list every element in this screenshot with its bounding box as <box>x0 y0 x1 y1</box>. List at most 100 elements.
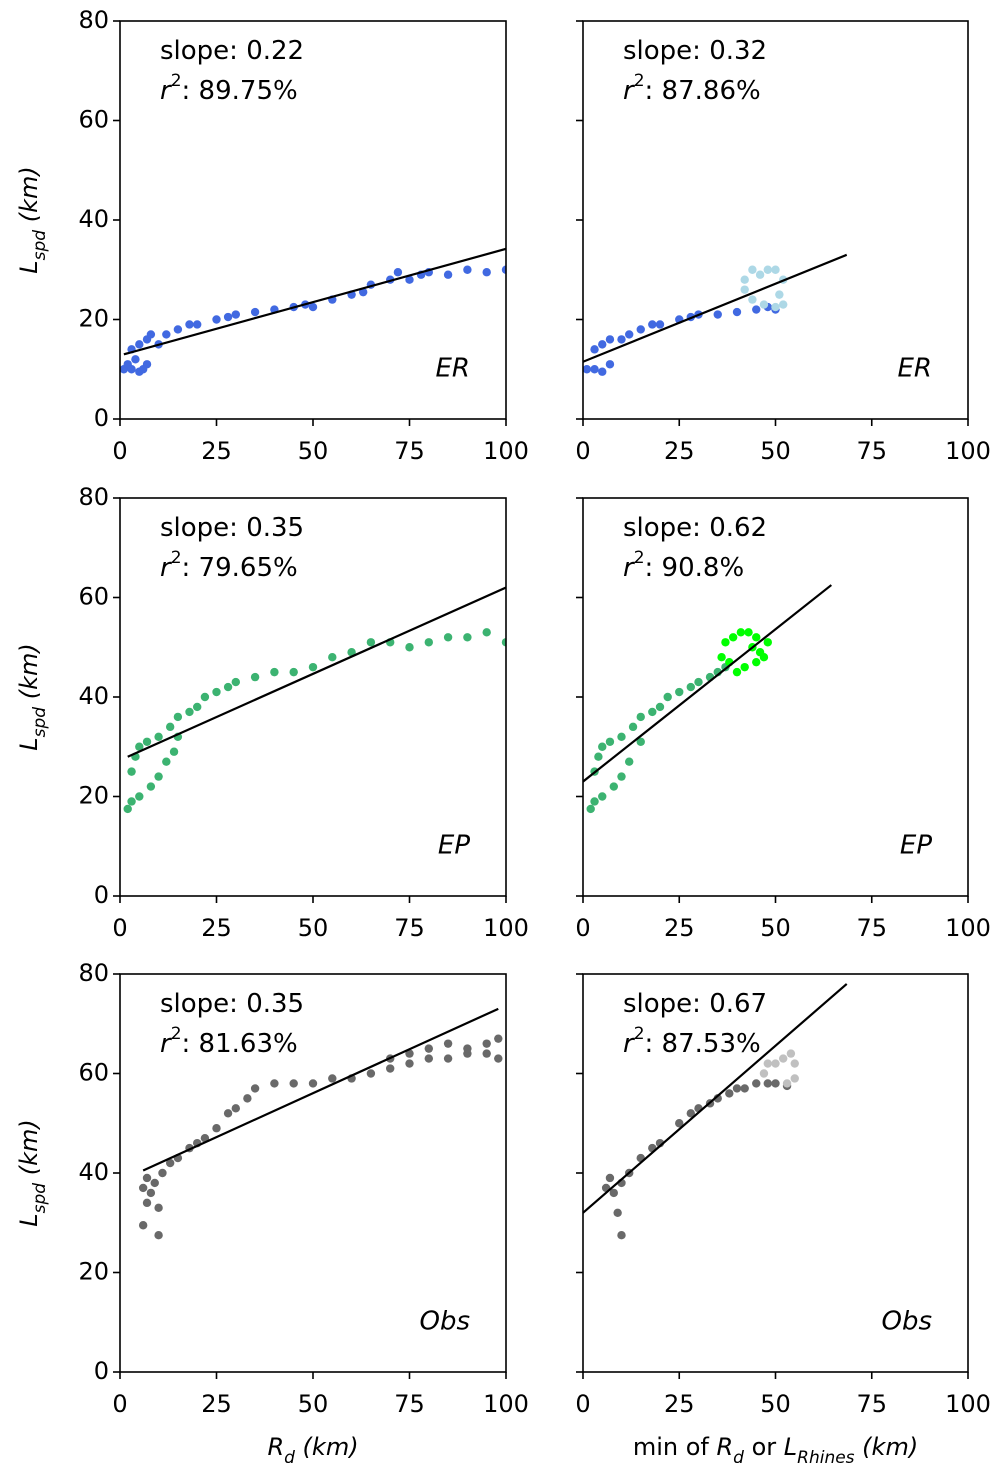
data-point <box>154 732 163 741</box>
data-point <box>127 365 136 374</box>
data-point <box>289 1079 298 1088</box>
y-tick-label: 60 <box>78 1059 109 1087</box>
data-point <box>154 1203 163 1213</box>
data-point <box>443 1054 453 1063</box>
data-point <box>598 367 607 376</box>
data-point <box>628 722 638 732</box>
data-point <box>763 638 772 647</box>
data-point <box>655 320 665 329</box>
data-point <box>308 1079 318 1088</box>
data-point <box>386 1064 395 1073</box>
data-point <box>771 1079 780 1088</box>
data-point <box>142 360 152 369</box>
text-part: r <box>160 1029 173 1059</box>
data-point <box>443 633 453 642</box>
x-tick-label: 75 <box>394 914 425 942</box>
data-point <box>617 335 626 344</box>
y-tick-label: 40 <box>78 205 109 233</box>
text-part: spd <box>30 707 50 738</box>
data-point <box>590 365 599 374</box>
data-point <box>482 1039 491 1048</box>
data-point <box>127 767 136 776</box>
text-part: 2 <box>634 71 645 91</box>
data-point <box>617 732 626 741</box>
data-point <box>142 737 152 746</box>
data-point <box>713 310 722 319</box>
y-tick-label: 0 <box>94 881 109 909</box>
y-tick-label: 20 <box>78 1258 109 1286</box>
data-point <box>590 345 599 354</box>
text-part: 2 <box>634 548 645 568</box>
x-tick-label: 100 <box>945 914 991 942</box>
data-point <box>494 1034 503 1043</box>
annotation: slope: 0.32 <box>623 36 767 66</box>
data-point <box>736 628 746 637</box>
annotation: slope: 0.67 <box>623 989 767 1019</box>
data-point <box>138 1221 148 1230</box>
annotation: r2: 90.8% <box>623 548 744 583</box>
x-tick-label: 75 <box>856 914 887 942</box>
text-part: spd <box>30 230 50 261</box>
plot-area <box>138 1007 503 1240</box>
x-tick-label: 25 <box>201 437 232 465</box>
data-point <box>173 712 183 722</box>
data-point <box>123 804 132 814</box>
fit-line <box>583 584 833 783</box>
data-point <box>405 1059 414 1068</box>
y-tick-label: 60 <box>78 106 109 134</box>
text-part: : 79.65% <box>182 553 298 583</box>
x-tick-label: 50 <box>298 914 329 942</box>
y-axis-label: Lspd (km) <box>15 166 50 273</box>
x-axis-label: Rd (km) <box>267 1433 358 1468</box>
data-point <box>347 648 356 657</box>
x-tick-label: 75 <box>856 1390 887 1418</box>
panel-label: EP <box>438 831 470 861</box>
data-point <box>289 667 298 677</box>
data-point <box>162 330 171 339</box>
data-point <box>443 1039 453 1048</box>
data-point <box>366 638 376 647</box>
data-point <box>782 1079 792 1088</box>
data-point <box>154 1230 163 1240</box>
text-part: d <box>284 1448 295 1468</box>
text-part: r <box>623 76 636 106</box>
data-point <box>732 307 742 317</box>
y-tick-label: 80 <box>78 6 109 34</box>
x-tick-label: 0 <box>575 437 590 465</box>
y-tick-label: 20 <box>78 305 109 333</box>
data-point <box>223 1109 233 1118</box>
data-point <box>270 1079 279 1088</box>
data-point <box>755 270 765 279</box>
data-point <box>270 667 279 677</box>
text-part: L <box>15 737 43 750</box>
y-axis-label: Lspd (km) <box>15 1119 50 1226</box>
data-point <box>154 772 163 781</box>
data-point <box>752 305 761 314</box>
x-tick-label: 50 <box>760 914 791 942</box>
data-point <box>598 792 607 801</box>
annotation: r2: 89.75% <box>160 71 298 106</box>
data-point <box>686 682 695 692</box>
y-axis-label: Lspd (km) <box>15 643 50 750</box>
data-point <box>763 265 772 274</box>
x-tick-label: 25 <box>664 914 695 942</box>
text-part: L <box>784 1433 797 1461</box>
data-point <box>752 1079 761 1088</box>
data-point <box>759 1069 769 1078</box>
text-part: (km) <box>15 643 43 707</box>
axes-frame <box>582 20 969 420</box>
axes-frame <box>119 20 507 420</box>
data-point <box>200 692 210 702</box>
data-point <box>759 653 769 662</box>
panel: 0 25 50 75 100 0 20 40 60 80 slope: 0.35 r2: 79.65%… <box>15 483 529 942</box>
annotation: slope: 0.35 <box>160 989 304 1019</box>
axes-frame <box>119 973 507 1373</box>
data-point <box>158 1168 167 1178</box>
data-point <box>482 268 491 277</box>
y-tick-label: 0 <box>94 404 109 432</box>
data-point <box>605 737 615 746</box>
data-point <box>231 310 240 319</box>
data-point <box>763 1059 772 1068</box>
data-point <box>586 804 595 814</box>
data-point <box>732 667 742 677</box>
